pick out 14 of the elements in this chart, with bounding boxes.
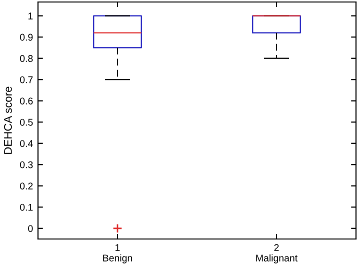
y-tick-label: 0 (28, 225, 33, 232)
y-tick-label: 0.4 (20, 140, 33, 147)
y-tick-label: 0.3 (20, 161, 33, 168)
y-tick-label: 0.5 (20, 118, 33, 126)
y-tick-label: 0.9 (20, 34, 33, 41)
y-tick-label: 1 (28, 12, 33, 20)
x-tick-label: 1 Benign (103, 244, 132, 264)
y-tick-label: 0.8 (20, 55, 33, 62)
y-axis-title: DEHCA score (4, 86, 12, 154)
y-tick-label: 0.1 (20, 204, 33, 211)
x-tick-label: 2 Malignant (256, 244, 298, 264)
y-tick-label: 0.7 (20, 76, 33, 84)
y-tick-label: 0.6 (20, 98, 33, 104)
y-tick-label: 0.2 (20, 182, 33, 190)
